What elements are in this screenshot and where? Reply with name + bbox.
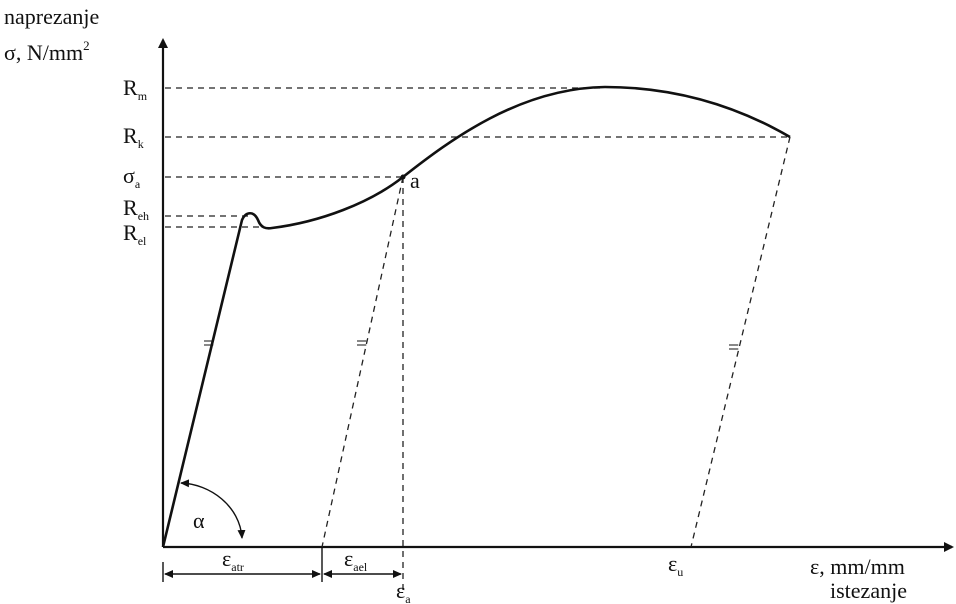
point-a-label: a — [410, 168, 420, 193]
epsilon-ael-label: εael — [344, 546, 368, 574]
rk-label: Rk — [123, 123, 144, 151]
point-a-marker — [400, 174, 406, 180]
parallel-mark-unload-fracture: = — [728, 337, 739, 359]
unload-line-fracture — [690, 136, 791, 548]
y-axis-title-main: σ, N/mm — [4, 40, 83, 65]
epsilon-atr-label: εatr — [222, 546, 244, 574]
rm-label: Rm — [123, 75, 148, 103]
epsilon-a-label: εa — [396, 578, 411, 604]
reh-label: Reh — [123, 195, 149, 223]
epsilon-u-label: εu — [668, 551, 683, 579]
unload-line-point-a — [321, 176, 404, 548]
angle-alpha-arc — [180, 479, 246, 539]
parallel-mark-unload-a: = — [356, 333, 367, 355]
x-axis-title-line2: istezanje — [830, 578, 907, 603]
angle-alpha-label: α — [193, 508, 205, 533]
y-axis-title-sup: 2 — [83, 38, 90, 53]
x-axis-title-line1: ε, mm/mm — [810, 554, 905, 579]
y-axis-title-line2: σ, N/mm2 — [4, 38, 90, 65]
y-axis-title-line1: naprezanje — [4, 4, 99, 29]
parallel-mark-elastic: = — [203, 333, 214, 355]
sigma-a-label: σa — [123, 163, 141, 191]
stress-strain-curve — [161, 85, 791, 548]
rel-label: Rel — [123, 220, 147, 248]
